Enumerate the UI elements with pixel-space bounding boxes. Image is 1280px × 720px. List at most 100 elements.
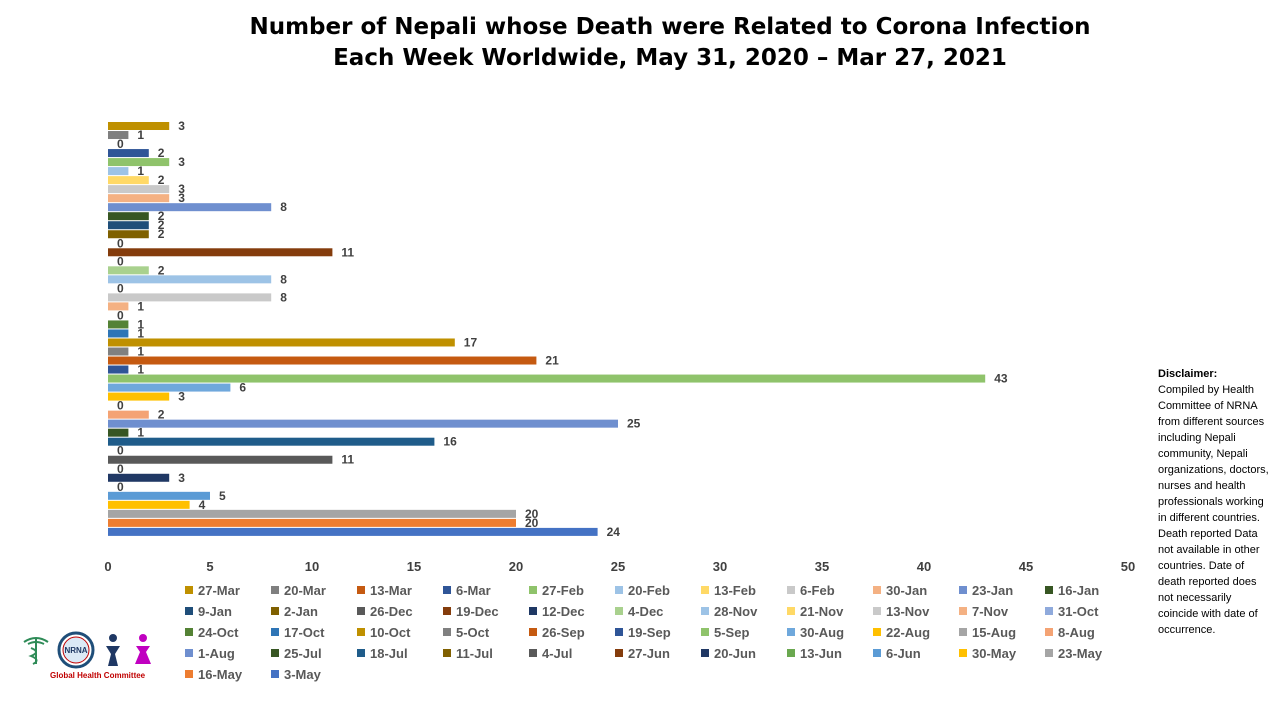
legend-item-22-Aug: 22-Aug [873,624,959,640]
legend-swatch [701,649,709,657]
legend-label: 3-May [284,666,321,682]
legend-swatch [615,628,623,636]
data-label-6-Feb: 3 [178,182,185,196]
legend-swatch [873,586,881,594]
bar-5-Sep [108,374,986,383]
legend-item-12-Dec: 12-Dec [529,603,615,619]
legend-swatch [615,586,623,594]
legend-item-26-Sep: 26-Sep [529,624,615,640]
legend-swatch [959,628,967,636]
disclaimer-title: Disclaimer: [1158,368,1218,380]
x-tick-label: 40 [917,559,931,574]
legend-swatch [615,607,623,615]
data-label-20-Jun: 3 [178,471,185,485]
bar-20-Feb [108,167,129,176]
bar-30-Jan [108,194,170,203]
legend-label: 19-Dec [456,603,499,619]
nrna-globe-icon: NRNA [57,631,95,669]
legend-label: 4-Jul [542,645,573,661]
legend-swatch [873,607,881,615]
legend-item-16-May: 16-May [185,666,271,682]
bar-16-Jan [108,212,149,221]
bar-7-Nov [108,302,129,311]
data-label-13-Mar: 0 [117,137,124,151]
bar-6-Feb [108,185,170,194]
legend-label: 6-Feb [800,582,835,598]
chart-title-line-1: Number of Nepali whose Death were Relate… [249,14,1091,40]
legend-item-6-Jun: 6-Jun [873,645,959,661]
legend-item-27-Jun: 27-Jun [615,645,701,661]
bar-26-Sep [108,356,537,365]
legend-item-11-Jul: 11-Jul [443,645,529,661]
legend-swatch [271,586,279,594]
bar-19-Dec [108,248,333,257]
legend-label: 2-Jan [284,603,318,619]
legend-label: 17-Oct [284,624,325,640]
bar-13-Nov [108,293,272,302]
legend-label: 23-May [1058,645,1103,661]
legend-item-30-May: 30-May [959,645,1045,661]
legend-swatch [271,607,279,615]
legend-item-27-Mar: 27-Mar [185,582,271,598]
legend-item-19-Dec: 19-Dec [443,603,529,619]
legend-label: 13-Feb [714,582,756,598]
bar-8-Aug [108,410,149,419]
legend-label: 20-Jun [714,645,756,661]
legend-label: 5-Sep [714,624,750,640]
person-blue-icon [106,634,120,666]
bar-30-Aug [108,383,231,392]
bar-25-Jul [108,428,129,437]
legend-swatch [185,628,193,636]
legend-swatch [959,607,967,615]
legend-item-2-Jan: 2-Jan [271,603,357,619]
legend-label: 20-Mar [284,582,326,598]
legend-swatch [959,649,967,657]
legend-label: 30-May [972,645,1017,661]
legend-label: 12-Dec [542,603,585,619]
legend-swatch [443,586,451,594]
bar-23-Jan [108,203,272,212]
data-label-10-Oct: 17 [464,335,478,349]
data-label-5-Oct: 1 [137,345,144,359]
legend-item-13-Mar: 13-Mar [357,582,443,598]
x-tick-label: 35 [815,559,829,574]
legend-swatch [357,586,365,594]
data-label-6-Jun: 5 [219,489,226,503]
legend-swatch [873,649,881,657]
bar-17-Oct [108,329,129,338]
bar-9-Jan [108,221,149,230]
bar-4-Jul [108,455,333,464]
legend-label: 24-Oct [198,624,239,640]
legend-swatch [615,649,623,657]
legend-swatch [443,649,451,657]
legend-swatch [271,649,279,657]
data-label-16-Jan: 2 [158,209,165,223]
legend-item-20-Jun: 20-Jun [701,645,787,661]
legend-item-26-Dec: 26-Dec [357,603,443,619]
legend-item-28-Nov: 28-Nov [701,603,787,619]
legend-item-5-Sep: 5-Sep [701,624,787,640]
legend-label: 7-Nov [972,603,1009,619]
x-tick-label: 50 [1121,559,1135,574]
legend-swatch [357,628,365,636]
bar-27-Mar [108,122,170,130]
data-label-7-Nov: 1 [137,299,144,313]
legend-item-18-Jul: 18-Jul [357,645,443,661]
legend-item-27-Feb: 27-Feb [529,582,615,598]
legend-label: 16-Jan [1058,582,1100,598]
legend-item-24-Oct: 24-Oct [185,624,271,640]
data-label-26-Dec: 0 [117,236,124,250]
data-label-4-Jul: 11 [341,453,354,467]
x-tick-label: 45 [1019,559,1033,574]
legend-item-30-Aug: 30-Aug [787,624,873,640]
legend-label: 23-Jan [972,582,1014,598]
bar-20-Jun [108,473,170,482]
bar-19-Sep [108,365,129,374]
x-tick-label: 5 [206,559,213,574]
x-tick-label: 10 [305,559,319,574]
bar-10-Oct [108,338,455,347]
data-label-6-Mar: 2 [158,146,165,160]
legend-item-8-Aug: 8-Aug [1045,624,1131,640]
data-label-28-Nov: 8 [280,272,287,286]
legend-label: 6-Mar [456,582,491,598]
